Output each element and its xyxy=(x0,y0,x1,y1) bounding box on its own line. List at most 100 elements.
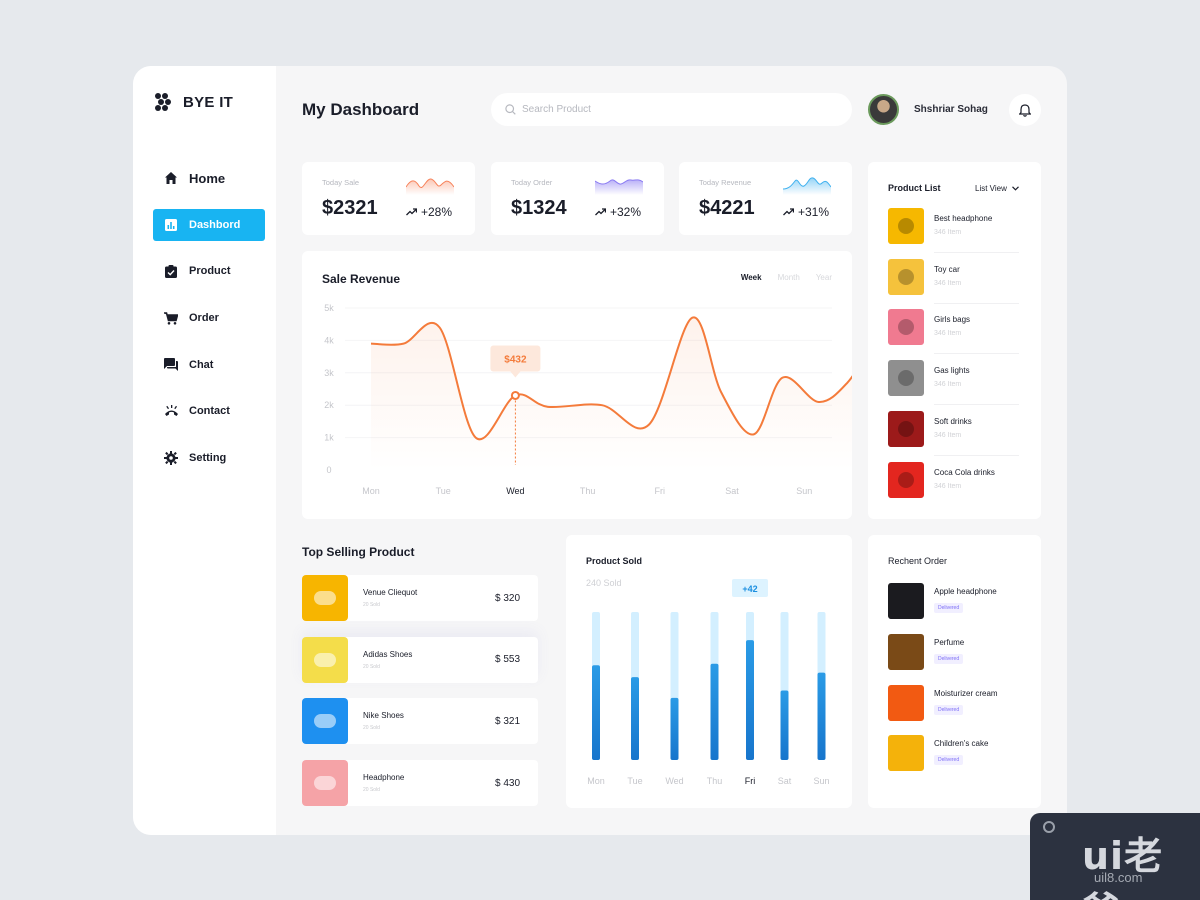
divider xyxy=(934,454,1019,456)
x-tick-label: Sun xyxy=(813,776,829,786)
list-item[interactable]: Best headphone 346 Item xyxy=(888,208,1023,258)
status-badge: Delivered xyxy=(934,755,964,766)
table-row[interactable]: Adidas Shoes 20 Sold $ 553 xyxy=(302,636,538,683)
x-tick-label: Fri xyxy=(655,486,666,496)
search-input[interactable] xyxy=(522,104,822,115)
x-tick-label: Fri xyxy=(745,776,756,786)
user-profile[interactable]: Shshriar Sohag xyxy=(868,94,988,125)
list-item[interactable]: Girls bags 346 Item xyxy=(888,309,1023,359)
x-tick-label: Wed xyxy=(665,776,683,786)
product-thumbnail xyxy=(302,760,348,807)
stat-change-value: +28% xyxy=(421,205,453,219)
bottle-icon xyxy=(314,591,336,605)
headphone-icon xyxy=(314,776,336,791)
sidebar-item-home[interactable]: Home xyxy=(153,162,265,194)
sidebar-item-label: Home xyxy=(189,170,226,186)
order-name: Moisturizer cream xyxy=(934,688,998,698)
sale-revenue-chart: 0 1k 2k 3k 4k 5k Mon Tue Wed Thu Fri Sat Sun $432 xyxy=(324,303,852,496)
product-name: Coca Cola drinks xyxy=(934,467,995,477)
product-count: 346 Item xyxy=(934,381,962,389)
sidebar-item-product[interactable]: Product xyxy=(153,255,265,287)
product-name: Adidas Shoes xyxy=(363,649,413,659)
product-name: Toy car xyxy=(934,264,960,274)
brand-logo[interactable]: BYE IT xyxy=(153,92,233,112)
sidebar: BYE IT Home Dashbord Product xyxy=(133,66,276,835)
tooltip-bubble xyxy=(490,345,541,372)
brand-logo-icon xyxy=(155,93,171,111)
watermark-logo: ui老爸 xyxy=(1082,834,1164,900)
product-thumbnail xyxy=(888,258,924,295)
sold-count: 20 Sold xyxy=(363,602,380,608)
sparkline-icon xyxy=(595,179,643,195)
trend-up-icon xyxy=(783,208,794,216)
watermark-dot-icon xyxy=(1043,821,1055,833)
chat-icon xyxy=(163,357,179,373)
tooltip-arrow xyxy=(510,371,521,378)
main-content: My Dashboard Shshriar Sohag Today Sale $… xyxy=(276,66,1067,835)
search-bar[interactable] xyxy=(491,93,852,126)
stat-card-today-order[interactable]: Today Order $1324 +32% xyxy=(491,162,664,235)
product-name: Headphone xyxy=(363,773,405,783)
sold-count: 20 Sold xyxy=(363,787,380,794)
stat-card-today-revenue[interactable]: Today Revenue $4221 +31% xyxy=(679,162,852,235)
product-list-card: Product List List View Best headphone 346… xyxy=(868,162,1041,519)
table-row[interactable]: Nike Shoes 20 Sold $ 321 xyxy=(302,698,538,745)
list-item[interactable]: Toy car 346 Item xyxy=(888,258,1023,309)
x-tick-label: Tue xyxy=(436,486,451,496)
order-thumbnail xyxy=(888,633,924,670)
notifications-button[interactable] xyxy=(1009,94,1041,126)
product-thumbnail xyxy=(888,309,924,346)
sold-count: 20 Sold xyxy=(363,663,380,670)
list-item[interactable]: Gas lights 346 Item xyxy=(888,360,1023,410)
product-sold-card: Product Sold 240 Sold Mon Tue Wed Thu Fri Sat… xyxy=(566,535,852,808)
stat-card-today-sale[interactable]: Today Sale $2321 +28% xyxy=(302,162,475,235)
sidebar-item-chat[interactable]: Chat xyxy=(153,349,265,381)
avatar[interactable] xyxy=(868,94,899,125)
list-item[interactable]: Perfume Delivered xyxy=(888,633,964,670)
watermark-url: uil8.com xyxy=(1094,870,1143,885)
divider xyxy=(934,353,1019,355)
product-count: 346 Item xyxy=(934,431,962,439)
order-name: Children's cake xyxy=(934,739,989,749)
sidebar-item-dashboard[interactable]: Dashbord xyxy=(153,208,265,241)
highlight-point xyxy=(510,390,520,400)
stat-change: +31% xyxy=(783,205,829,219)
product-sold-chart: Mon Tue Wed Thu Fri Sat Sun +42 xyxy=(587,579,830,786)
list-item[interactable]: Moisturizer cream Delivered xyxy=(888,684,998,721)
clipboard-check-icon xyxy=(163,263,179,279)
bar xyxy=(670,697,679,760)
table-row[interactable]: Venue Cliequot 20 Sold $ 320 xyxy=(302,575,538,621)
sidebar-item-order[interactable]: Order xyxy=(153,302,265,334)
tab-week[interactable]: Week xyxy=(740,273,762,282)
tab-month[interactable]: Month xyxy=(777,273,800,282)
list-item[interactable]: Soft drinks 346 Item xyxy=(888,410,1023,461)
list-view-dropdown[interactable]: List View xyxy=(975,184,1019,193)
sidebar-item-setting[interactable]: Setting xyxy=(153,442,265,474)
sale-revenue-card: Sale Revenue Week Month Year 0 1k 2k 3k 4k 5k… xyxy=(302,251,852,519)
list-item[interactable]: Apple headphone Delivered xyxy=(888,583,997,619)
y-tick-label: 3k xyxy=(324,368,334,378)
stat-label: Today Order xyxy=(511,178,553,187)
table-row[interactable]: Headphone 20 Sold $ 430 xyxy=(302,760,538,807)
product-thumbnail xyxy=(302,698,348,745)
bar xyxy=(817,672,826,760)
stat-label: Today Revenue xyxy=(699,178,752,187)
list-item[interactable]: Coca Cola drinks 346 Item xyxy=(888,461,1023,512)
sidebar-item-label: Order xyxy=(189,312,219,325)
order-name: Apple headphone xyxy=(934,587,997,596)
highlight-badge xyxy=(732,579,768,597)
tab-year[interactable]: Year xyxy=(815,273,832,282)
sidebar-item-label: Setting xyxy=(189,452,227,465)
headphone-icon xyxy=(898,218,914,234)
x-tick-label: Mon xyxy=(362,486,380,496)
list-item[interactable]: Children's cake Delivered xyxy=(888,735,989,772)
recent-order-card: Rechent Order Apple headphone Delivered Pe… xyxy=(868,535,1041,808)
stat-value: $4221 xyxy=(699,197,755,219)
bar xyxy=(780,690,789,760)
trend-up-icon xyxy=(595,208,606,216)
chevron-down-icon xyxy=(1011,186,1019,191)
bell-icon xyxy=(1019,103,1031,117)
sidebar-item-contact[interactable]: Contact xyxy=(153,395,265,427)
x-tick-label: Sun xyxy=(796,486,812,496)
x-tick-label: Thu xyxy=(580,486,596,496)
